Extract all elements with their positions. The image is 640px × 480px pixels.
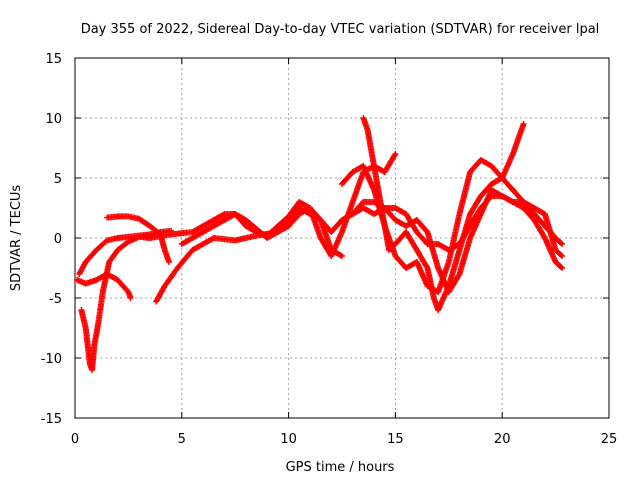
data-point bbox=[392, 151, 399, 157]
series-track-7 bbox=[178, 151, 399, 259]
y-tick-label: 0 bbox=[54, 232, 62, 247]
x-tick-label: 10 bbox=[280, 432, 297, 447]
chart-title: Day 355 of 2022, Sidereal Day-to-day VTE… bbox=[81, 22, 600, 37]
data-point bbox=[557, 240, 564, 246]
data-point bbox=[391, 152, 398, 159]
data-point bbox=[557, 264, 564, 270]
y-tick-label: 5 bbox=[54, 172, 62, 187]
data-point bbox=[559, 241, 566, 247]
x-tick-label: 15 bbox=[387, 432, 404, 447]
axis-ticks: 0 5 10 15 20 25 -15 -10 -5 0 5 10 15 bbox=[41, 52, 618, 447]
data-points bbox=[74, 115, 566, 373]
y-tick-label: -10 bbox=[41, 352, 62, 367]
x-tick-label: 25 bbox=[601, 432, 618, 447]
y-tick-label: 10 bbox=[45, 112, 62, 127]
data-point bbox=[165, 259, 172, 265]
data-point bbox=[423, 263, 430, 270]
series-track-10 bbox=[349, 187, 566, 295]
data-point bbox=[559, 265, 566, 271]
data-point bbox=[339, 253, 345, 259]
y-tick-label: -15 bbox=[41, 412, 62, 427]
data-point bbox=[559, 253, 566, 259]
y-tick-label: -5 bbox=[49, 292, 62, 307]
y-tick-label: 15 bbox=[45, 52, 62, 67]
x-tick-label: 5 bbox=[178, 432, 186, 447]
data-point bbox=[520, 121, 527, 127]
series-track-2 bbox=[78, 233, 153, 373]
series-track-8 bbox=[360, 115, 527, 313]
x-tick-label: 20 bbox=[494, 432, 511, 447]
x-axis-label: GPS time / hours bbox=[286, 460, 395, 475]
y-axis-label: SDTVAR / TECUs bbox=[9, 185, 24, 292]
data-point bbox=[127, 295, 134, 301]
x-tick-label: 0 bbox=[71, 432, 79, 447]
data-point bbox=[557, 252, 564, 258]
series-track-3 bbox=[74, 271, 134, 301]
data-point bbox=[455, 272, 462, 279]
